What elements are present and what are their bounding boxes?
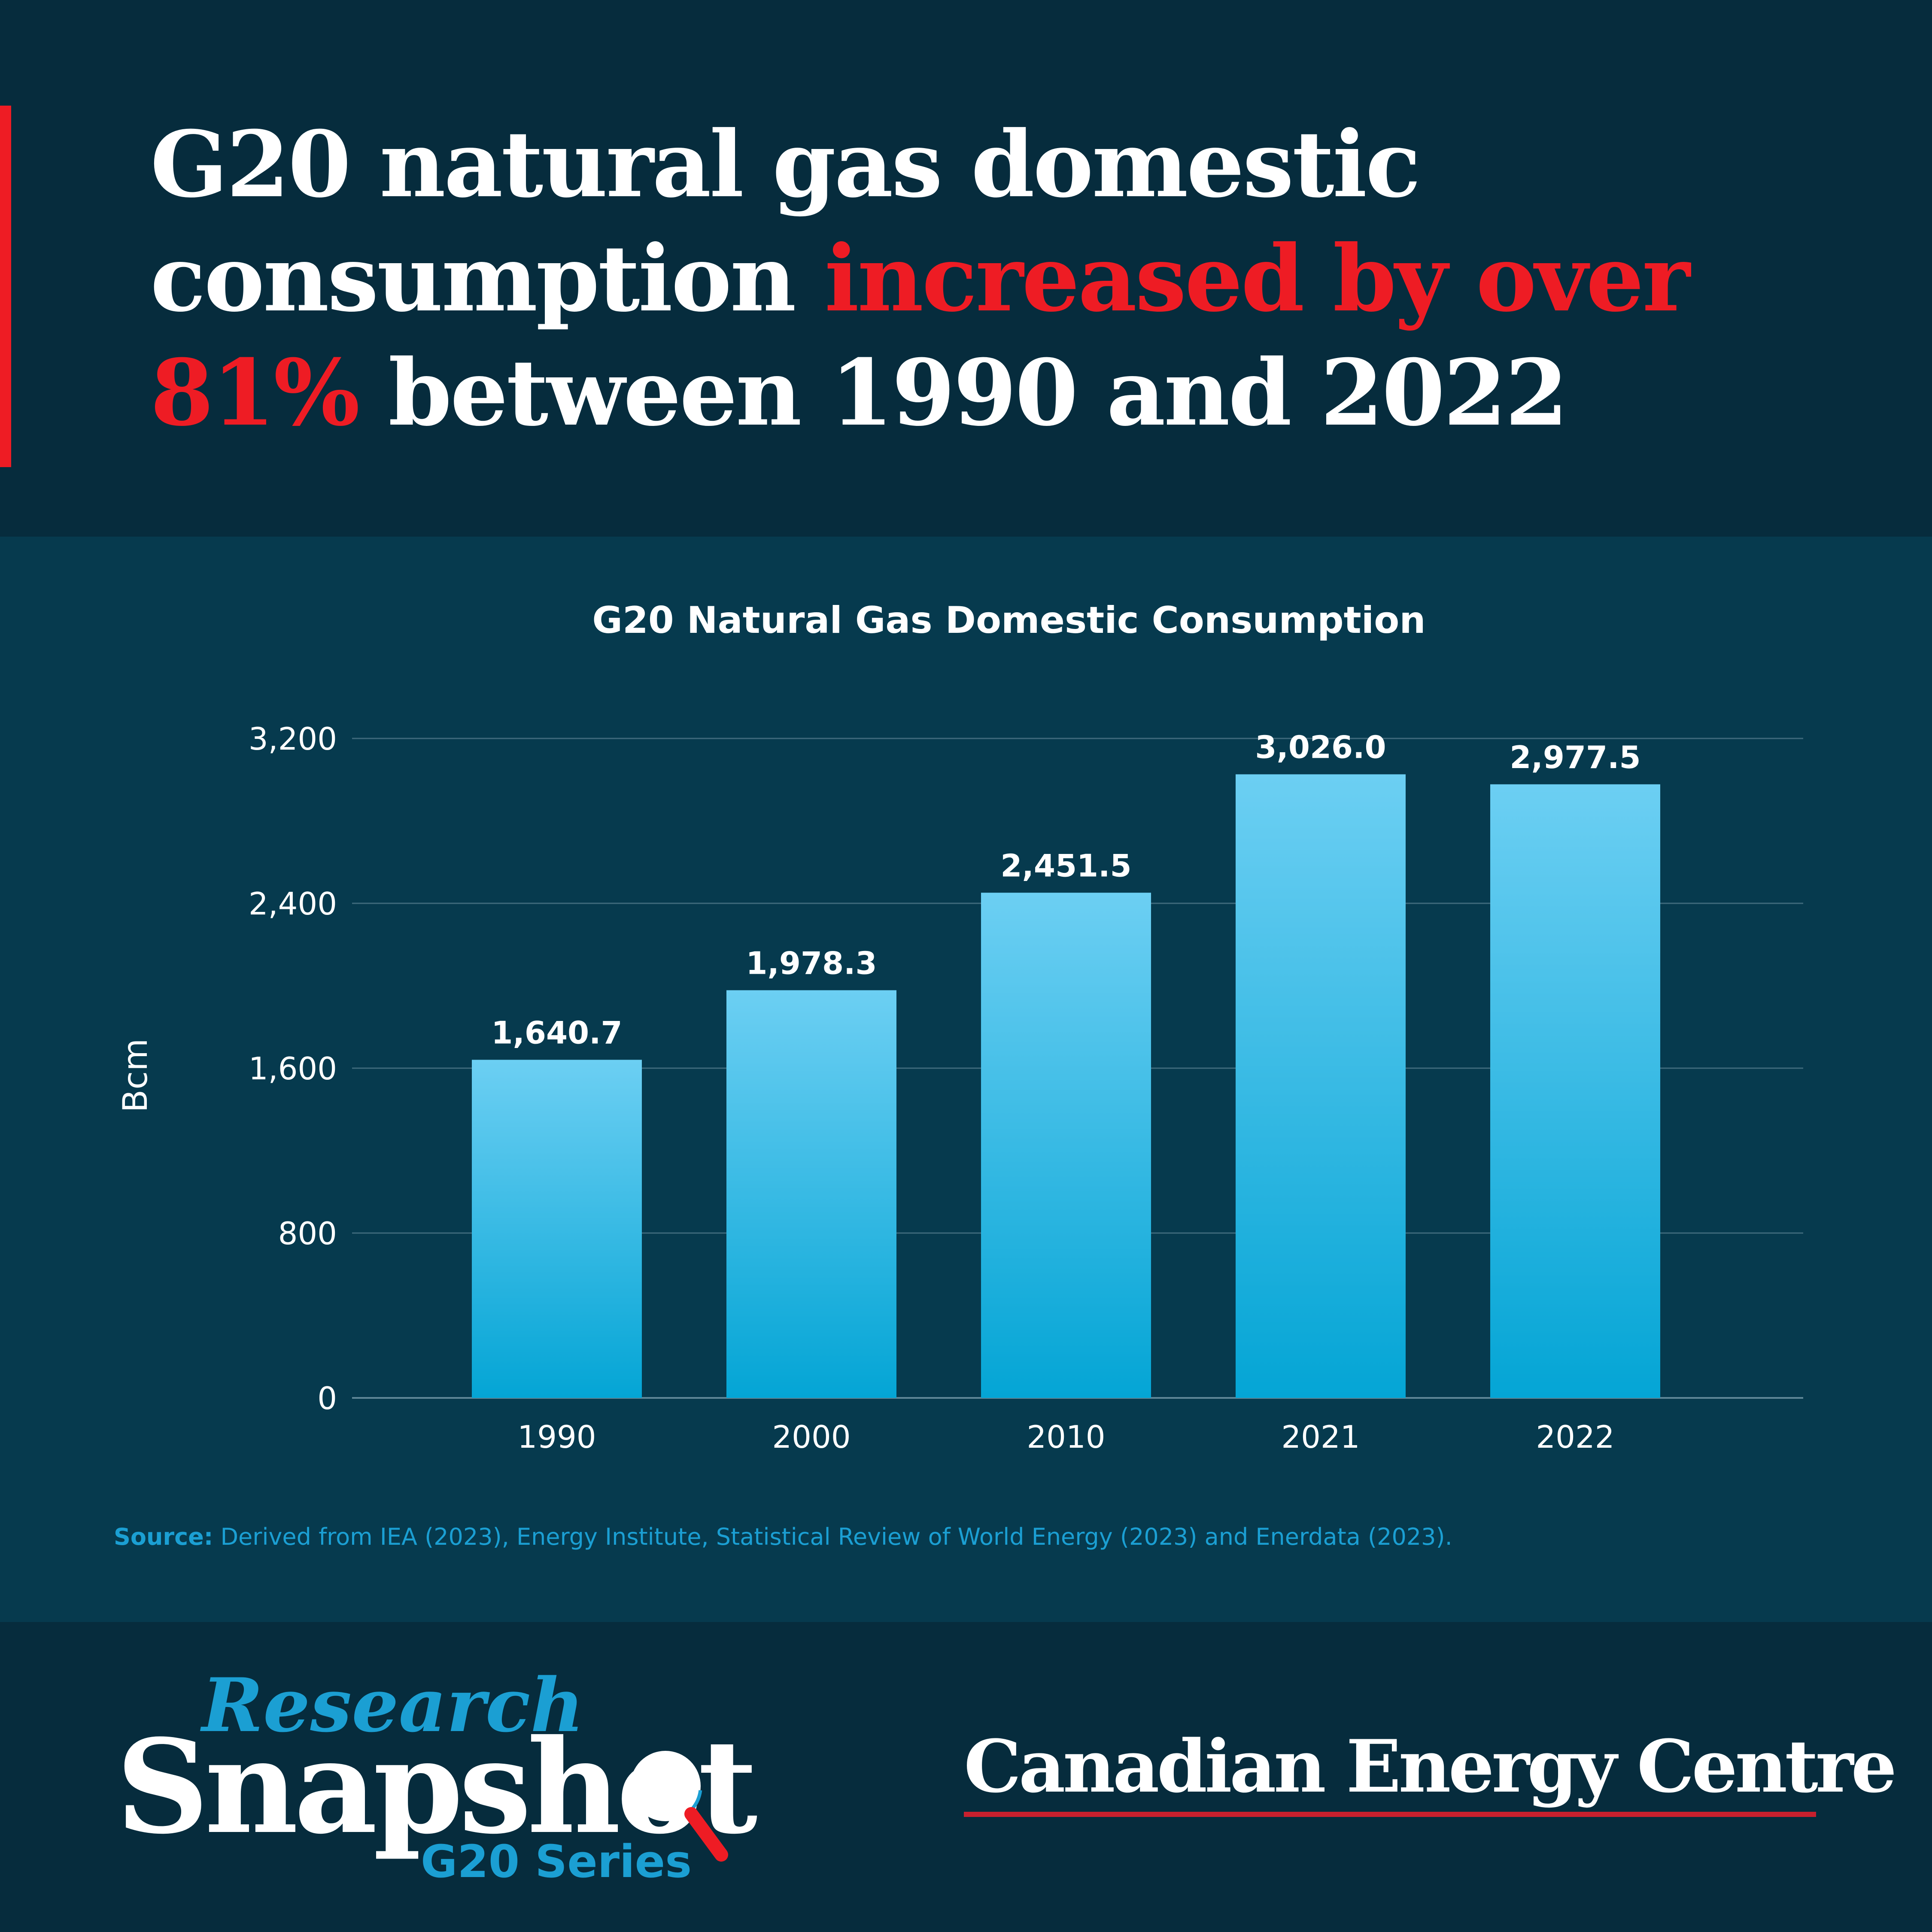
accent-bar: [0, 106, 11, 467]
data-label-1990: 1,640.7: [491, 1015, 622, 1051]
x-tick-label-1990: 1990: [517, 1419, 596, 1455]
data-label-2000: 1,978.3: [746, 945, 877, 981]
chart-title: G20 Natural Gas Domestic Consumption: [592, 599, 1426, 642]
canadian-energy-centre-logo: Canadian Energy Centre: [964, 1724, 1897, 1809]
logo-underline: [964, 1812, 1816, 1817]
x-tick-label-2022: 2022: [1536, 1419, 1614, 1455]
x-tick-label-2021: 2021: [1281, 1419, 1360, 1455]
research-wordmark: Research: [202, 1662, 584, 1749]
footer: [0, 1622, 1932, 1932]
header: [0, 0, 1932, 537]
headline-part2: between 1990 and 2022: [358, 339, 1568, 446]
series-g20: G20: [421, 1835, 520, 1888]
x-tick-label-2010: 2010: [1027, 1419, 1105, 1455]
bar-2010: [981, 893, 1151, 1398]
y-tick-label: 800: [278, 1215, 337, 1252]
bar-2021: [1236, 774, 1406, 1398]
data-label-2010: 2,451.5: [1000, 848, 1131, 884]
bar-1990: [472, 1060, 642, 1398]
y-tick-label: 2,400: [249, 886, 337, 922]
g20-series-label: G20 Series: [421, 1835, 692, 1888]
data-label-2022: 2,977.5: [1510, 739, 1640, 775]
y-tick-label: 0: [317, 1380, 337, 1416]
series-word: Series: [519, 1835, 692, 1888]
y-tick-label: 1,600: [249, 1051, 337, 1087]
data-label-2021: 3,026.0: [1255, 729, 1386, 766]
source-label: Source:: [114, 1523, 213, 1550]
y-tick-label: 3,200: [249, 721, 337, 757]
y-axis-label: Bcm: [116, 1039, 155, 1112]
magnifier-icon: [629, 1749, 728, 1862]
headline-highlight: increased by over 81%: [150, 225, 1690, 446]
headline-part1: G20 natural gas domestic consumption: [150, 111, 1421, 332]
headline: G20 natural gas domestic consumption inc…: [150, 107, 1825, 450]
source-text: Derived from IEA (2023), Energy Institut…: [213, 1523, 1452, 1550]
bar-2022: [1490, 784, 1660, 1398]
source-note: Source: Derived from IEA (2023), Energy …: [114, 1523, 1452, 1550]
x-tick-label-2000: 2000: [772, 1419, 851, 1455]
bar-2000: [726, 990, 896, 1398]
